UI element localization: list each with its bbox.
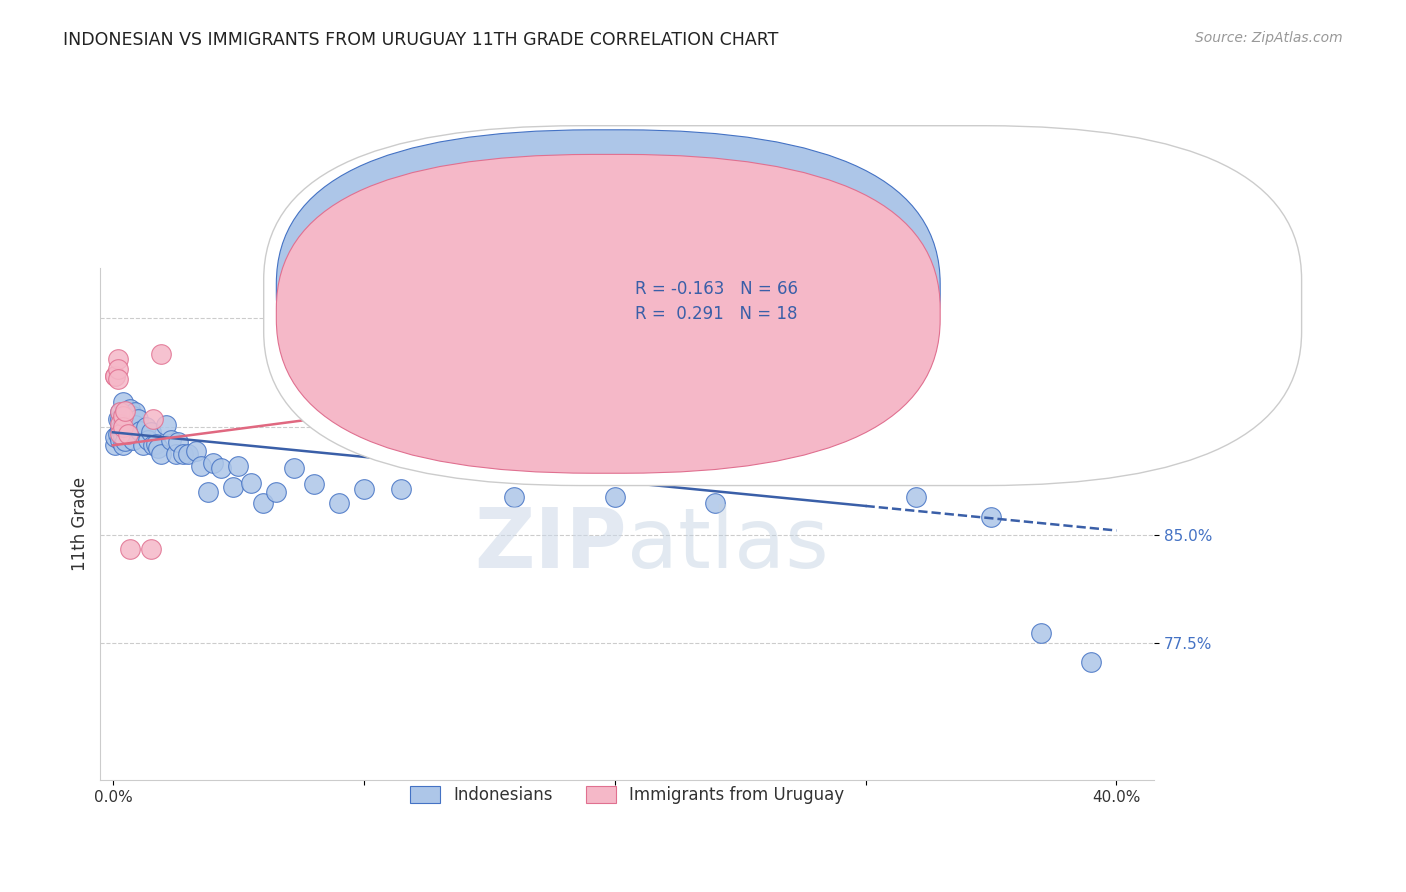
Text: R =  0.291   N = 18: R = 0.291 N = 18 [634,305,797,323]
Point [114,434,136,448]
Point [110,422,132,436]
Point [104,430,127,444]
Point [107,361,129,376]
Point [111,409,134,424]
Point [353,482,375,496]
Point [110,426,132,441]
Point [817,461,839,475]
Point [197,484,219,499]
Point [184,444,207,458]
Point [139,542,162,557]
Point [202,456,225,470]
Point [124,418,146,433]
Point [111,395,134,409]
Point [1031,626,1053,640]
Point [391,482,413,496]
Point [142,412,165,426]
Point [129,424,152,438]
Point [603,326,626,340]
FancyBboxPatch shape [264,126,1302,485]
Point [114,415,136,429]
Point [302,477,325,491]
Text: ZIP: ZIP [475,504,627,585]
Point [283,461,305,475]
Point [209,461,232,475]
Point [111,412,134,426]
Point [1080,655,1102,669]
Point [155,418,177,433]
Point [110,405,132,419]
Point [122,421,145,435]
Point [110,412,132,426]
Legend: Indonesians, Immigrants from Uruguay: Indonesians, Immigrants from Uruguay [404,779,851,811]
Point [239,475,262,490]
Point [114,425,136,440]
Point [146,441,169,455]
Point [252,496,274,510]
Point [503,490,526,504]
Point [704,496,727,510]
Point [904,490,927,504]
Point [124,405,146,419]
Point [117,419,139,434]
Point [149,447,172,461]
Point [134,419,156,434]
Point [222,480,245,494]
Point [104,438,127,452]
Point [603,490,626,504]
Point [111,419,134,434]
Point [177,447,200,461]
Point [122,433,145,447]
Text: INDONESIAN VS IMMIGRANTS FROM URUGUAY 11TH GRADE CORRELATION CHART: INDONESIAN VS IMMIGRANTS FROM URUGUAY 11… [63,31,779,49]
Point [145,437,167,451]
Point [120,402,142,417]
Point [122,409,145,424]
Point [111,430,134,444]
Point [167,435,190,450]
Point [328,496,350,510]
Point [107,372,129,386]
Point [980,510,1002,524]
Point [427,447,450,461]
Point [127,412,149,426]
Text: R = -0.163   N = 66: R = -0.163 N = 66 [634,280,797,298]
Point [110,405,132,419]
Point [110,417,132,431]
Point [107,412,129,426]
Point [111,421,134,435]
Point [264,484,287,499]
Point [110,433,132,447]
Point [114,403,136,417]
Point [142,438,165,452]
Point [159,433,181,447]
Y-axis label: 11th Grade: 11th Grade [72,477,89,571]
Point [136,433,159,447]
FancyBboxPatch shape [277,154,941,474]
Point [190,458,212,473]
Point [172,447,194,461]
Text: Source: ZipAtlas.com: Source: ZipAtlas.com [1195,31,1343,45]
Point [139,425,162,440]
Text: atlas: atlas [627,504,830,585]
Point [117,426,139,441]
FancyBboxPatch shape [277,130,941,449]
Point [120,542,142,557]
Point [120,412,142,426]
Point [228,458,250,473]
Point [104,369,127,384]
Point [1005,300,1028,314]
Point [117,405,139,419]
Point [107,426,129,441]
Point [111,438,134,452]
Point [107,351,129,366]
Point [114,405,136,419]
Point [132,438,155,452]
Point [104,369,127,384]
Point [149,347,172,361]
Point [165,447,187,461]
